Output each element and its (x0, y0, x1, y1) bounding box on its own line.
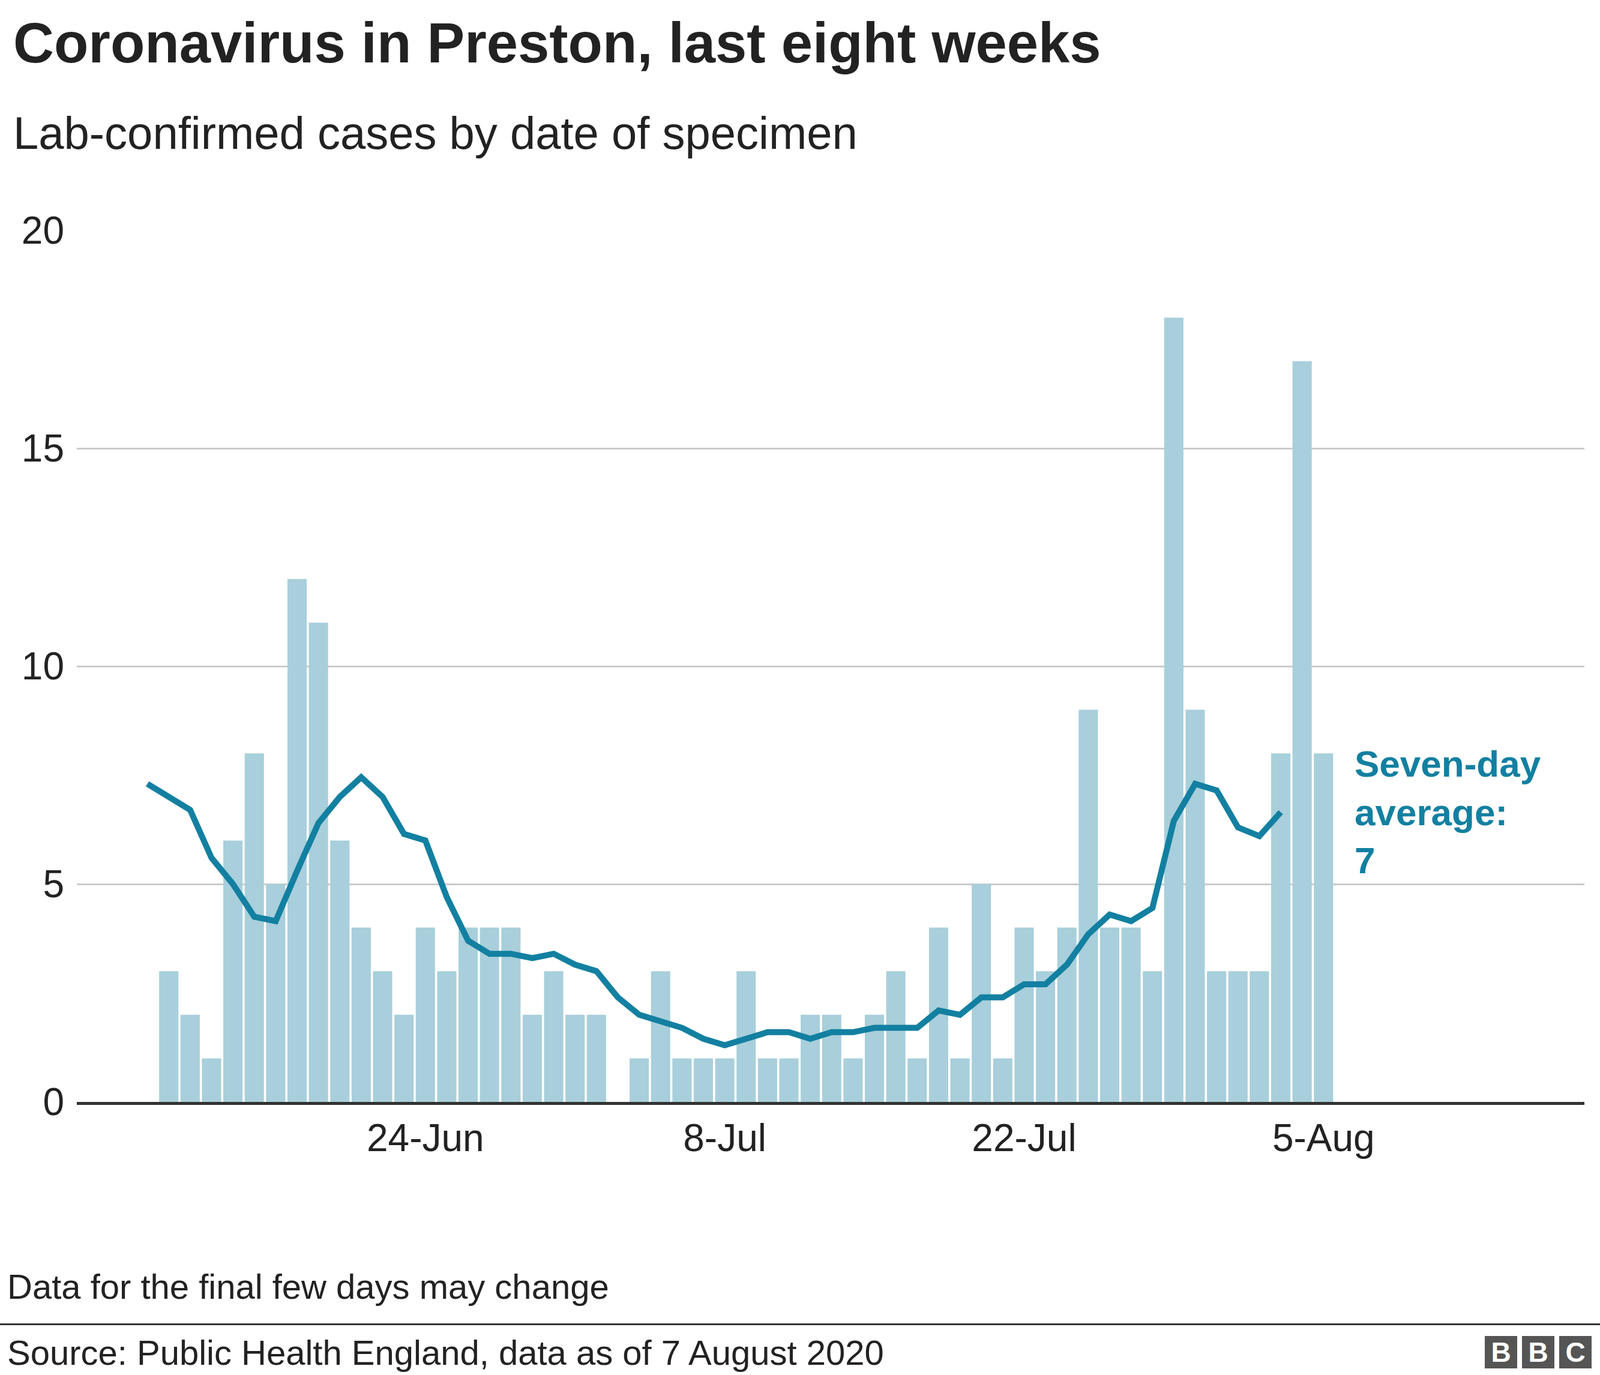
svg-text:15: 15 (21, 426, 65, 470)
html-text:Source: Public Health England,: Source: Public Health England, data as o… (7, 1332, 884, 1372)
svg-text:8-Jul: 8-Jul (682, 1116, 767, 1160)
html-text:B: B (1491, 1336, 1511, 1368)
svg-text:10: 10 (21, 644, 65, 688)
svg-text:5-Aug: 5-Aug (1272, 1116, 1375, 1160)
html-text:B: B (1528, 1336, 1549, 1368)
svg-text:Seven-dayaverage:7: Seven-dayaverage:7 (1354, 742, 1542, 882)
svg-text:20: 20 (21, 208, 65, 253)
svg-text:5: 5 (42, 862, 65, 906)
svg-text:0: 0 (42, 1080, 65, 1124)
html-text:Data for the final few days ma: Data for the final few days may change (7, 1266, 609, 1306)
svg-text:24-Jun: 24-Jun (366, 1116, 485, 1160)
html-text:Coronavirus in Preston, last e: Coronavirus in Preston, last eight weeks (13, 11, 1102, 75)
html-text:Lab-confirmed cases by date of: Lab-confirmed cases by date of specimen (13, 107, 858, 159)
html-text:C: C (1565, 1336, 1586, 1368)
svg-text:22-Jul: 22-Jul (971, 1116, 1077, 1160)
